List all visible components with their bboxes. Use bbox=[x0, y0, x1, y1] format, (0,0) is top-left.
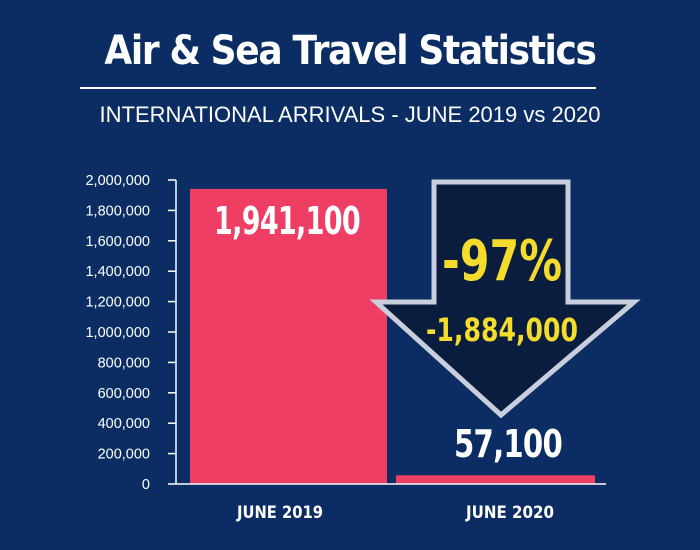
bar bbox=[190, 188, 387, 484]
y-tick-label: 0 bbox=[142, 477, 150, 493]
y-tick-label: 800,000 bbox=[98, 355, 150, 371]
chart-title: Air & Sea Travel Statistics bbox=[104, 28, 597, 74]
chart-subtitle: INTERNATIONAL ARRIVALS - JUNE 2019 vs 20… bbox=[99, 102, 601, 127]
y-tick-label: 1,600,000 bbox=[85, 234, 150, 250]
y-tick-label: 1,800,000 bbox=[85, 203, 150, 219]
y-tick-label: 1,400,000 bbox=[85, 264, 150, 280]
y-tick-label: 200,000 bbox=[98, 447, 150, 463]
percent-change-label: -97% bbox=[442, 229, 562, 294]
change-callout: -97% -1,884,000 bbox=[369, 179, 641, 419]
bars-group: 1,941,100 57,100 bbox=[190, 188, 595, 484]
x-tick-label: JUNE 2019 bbox=[236, 503, 323, 523]
bar-value-label: 1,941,100 bbox=[214, 199, 360, 243]
y-tick-label: 1,000,000 bbox=[85, 325, 150, 341]
y-tick-label: 1,200,000 bbox=[85, 295, 150, 311]
y-tick-label: 600,000 bbox=[98, 386, 150, 402]
x-tick-label: JUNE 2020 bbox=[465, 503, 554, 523]
y-tick-label: 2,000,000 bbox=[85, 173, 150, 189]
absolute-change-label: -1,884,000 bbox=[426, 311, 578, 349]
y-axis: 0 200,000 400,000 600,000 800,000 1,000,000 1,… bbox=[85, 173, 606, 493]
title-divider bbox=[80, 87, 596, 89]
x-axis-labels: JUNE 2019 JUNE 2020 bbox=[236, 503, 554, 523]
bar-value-label: 57,100 bbox=[454, 422, 562, 466]
bar bbox=[396, 475, 595, 484]
down-arrow-icon bbox=[369, 179, 641, 419]
y-tick-label: 400,000 bbox=[98, 416, 150, 432]
